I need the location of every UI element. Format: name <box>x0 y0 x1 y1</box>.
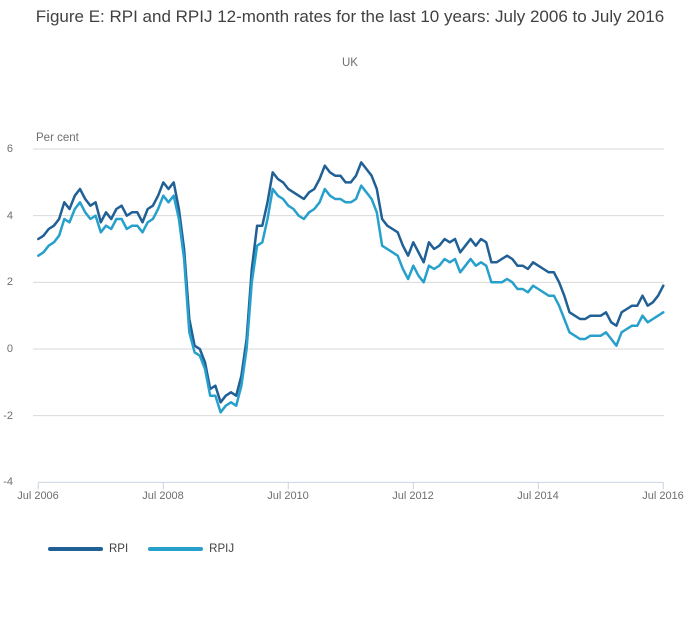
y-tick-neg2: -2 <box>3 410 13 422</box>
y-tick-4: 4 <box>6 210 13 222</box>
x-tick-jul2016: Jul 2016 <box>642 490 684 502</box>
x-tick-jul2012: Jul 2012 <box>392 490 434 502</box>
rpi-legend-label: RPI <box>109 543 129 555</box>
legend-item-rpij[interactable]: RPIJ <box>148 543 234 555</box>
rpi-line <box>37 161 665 404</box>
x-tick-jul2014: Jul 2014 <box>517 490 559 502</box>
y-tick-6: 6 <box>6 143 13 155</box>
y-tick-0: 0 <box>6 343 13 355</box>
chart-subtitle: UK <box>342 57 358 69</box>
x-tick-jul2008: Jul 2008 <box>142 490 184 502</box>
rpij-legend-label: RPIJ <box>209 543 235 555</box>
rpij-swatch <box>148 547 204 551</box>
legend-item-rpi[interactable]: RPI <box>48 543 128 555</box>
y-tick-neg4: -4 <box>3 476 13 488</box>
chart-title: Figure E: RPI and RPIJ 12-month rates fo… <box>35 7 665 26</box>
x-tick-jul2006: Jul 2006 <box>17 490 59 502</box>
x-tick-jul2010: Jul 2010 <box>267 490 309 502</box>
rpi-swatch <box>48 547 103 551</box>
y-axis-label: Per cent <box>36 132 79 144</box>
rpij-line <box>37 184 665 414</box>
legend: RPI RPIJ <box>48 543 234 555</box>
y-tick-2: 2 <box>6 276 13 288</box>
